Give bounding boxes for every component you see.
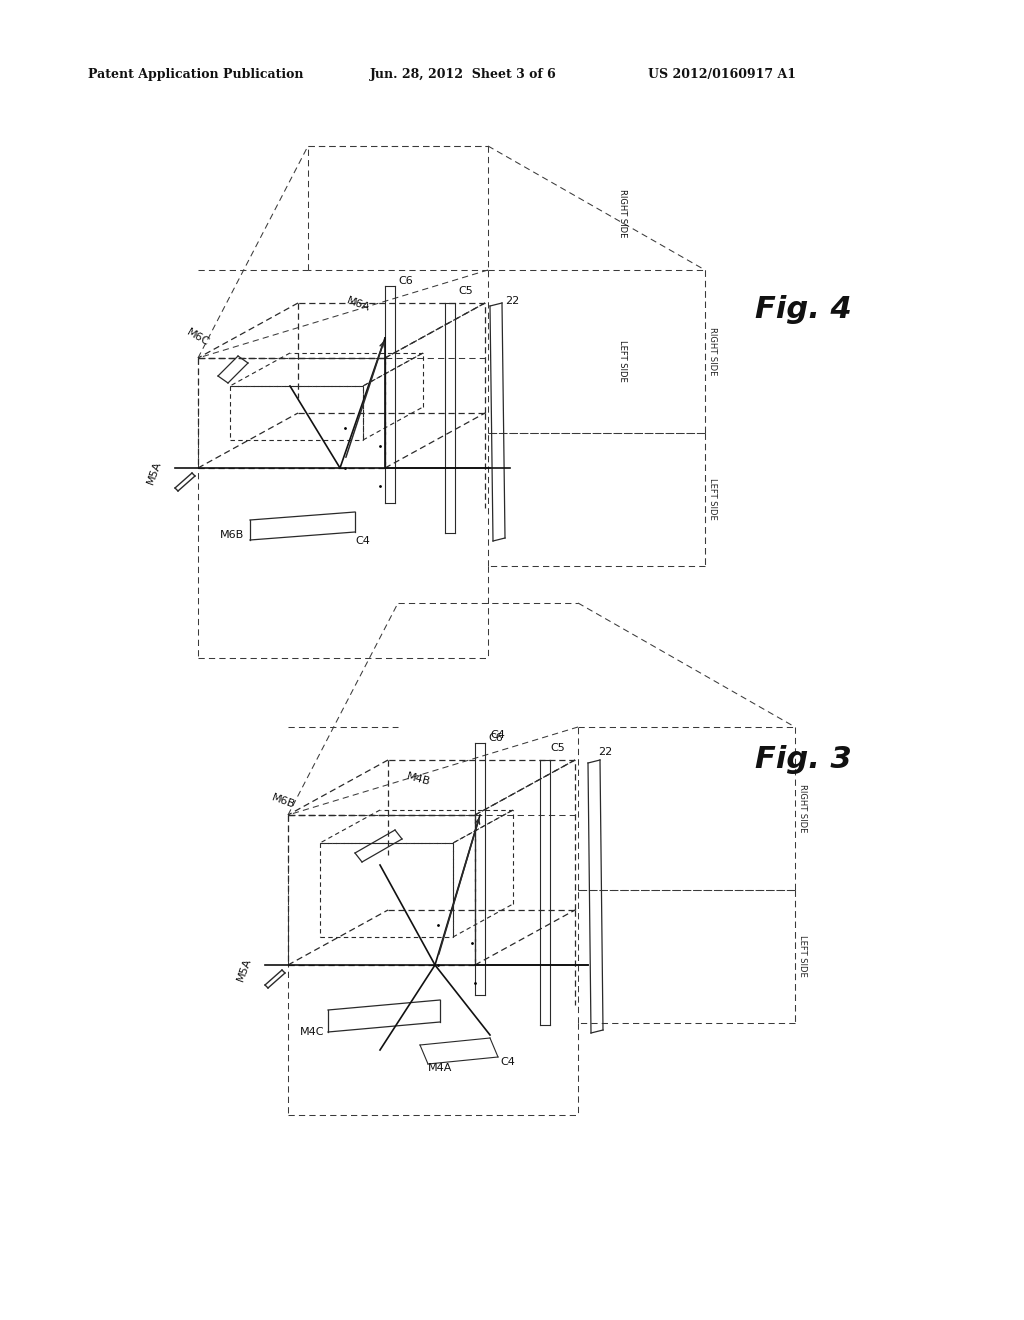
Text: M4C: M4C	[300, 1027, 325, 1038]
Text: M4B: M4B	[406, 771, 431, 787]
Text: C4: C4	[355, 536, 370, 546]
Text: C6: C6	[488, 733, 503, 743]
Text: Patent Application Publication: Patent Application Publication	[88, 69, 303, 81]
Text: M6A: M6A	[345, 296, 372, 313]
Text: C4: C4	[500, 1057, 515, 1067]
Text: Fig. 4: Fig. 4	[755, 296, 852, 325]
Text: RIGHT SIDE: RIGHT SIDE	[708, 327, 717, 375]
Text: 22: 22	[598, 747, 612, 756]
Text: C4: C4	[490, 730, 505, 741]
Text: C6: C6	[398, 276, 413, 286]
Text: C5: C5	[458, 286, 473, 296]
Text: M6C: M6C	[185, 327, 211, 348]
Text: RIGHT SIDE: RIGHT SIDE	[618, 189, 627, 238]
Text: M6B: M6B	[270, 792, 296, 810]
Text: RIGHT SIDE: RIGHT SIDE	[798, 784, 807, 832]
Text: M5A: M5A	[234, 957, 253, 983]
Text: 22: 22	[505, 296, 519, 306]
Text: M6B: M6B	[220, 531, 245, 540]
Text: LEFT SIDE: LEFT SIDE	[708, 478, 717, 520]
Text: C5: C5	[550, 743, 565, 752]
Text: US 2012/0160917 A1: US 2012/0160917 A1	[648, 69, 796, 81]
Text: LEFT SIDE: LEFT SIDE	[798, 935, 807, 977]
Text: Jun. 28, 2012  Sheet 3 of 6: Jun. 28, 2012 Sheet 3 of 6	[370, 69, 557, 81]
Text: M4A: M4A	[428, 1063, 453, 1073]
Text: Fig. 3: Fig. 3	[755, 746, 852, 775]
Text: M5A: M5A	[145, 459, 163, 486]
Text: LEFT SIDE: LEFT SIDE	[618, 341, 627, 381]
